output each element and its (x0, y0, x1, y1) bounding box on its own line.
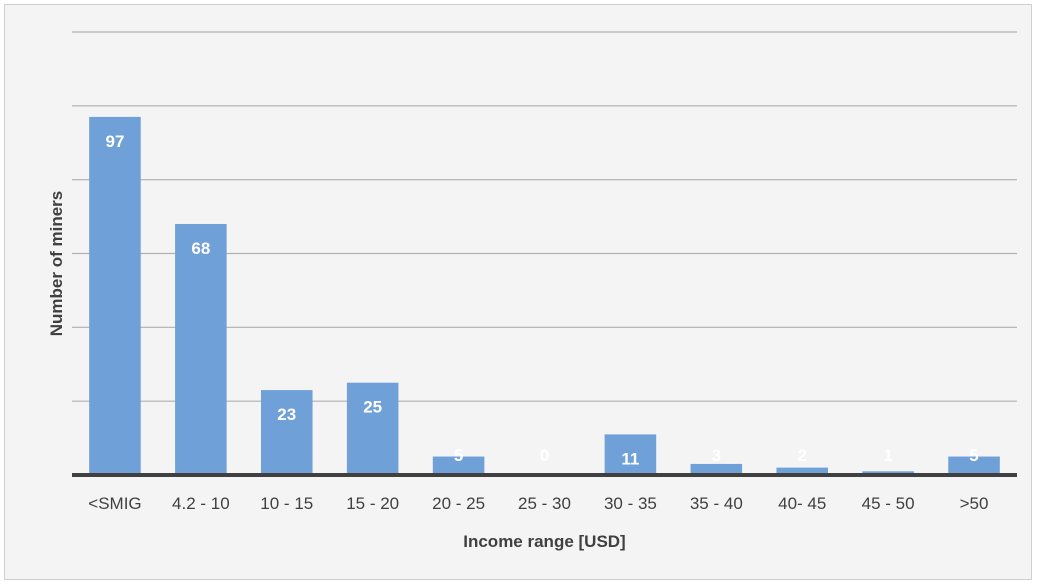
data-label: 0 (540, 446, 549, 465)
x-tick-label: 10 - 15 (260, 494, 313, 513)
x-tick-label: 45 - 50 (862, 494, 915, 513)
gridlines (72, 31, 1017, 402)
bar (175, 223, 227, 475)
x-tick-label: >50 (960, 494, 989, 513)
data-label: 11 (621, 449, 639, 468)
data-label: 5 (454, 446, 463, 465)
x-tick-label: 30 - 35 (604, 494, 657, 513)
x-axis-title: Income range [USD] (463, 532, 625, 551)
data-label: 25 (363, 398, 382, 417)
x-tick-label: <SMIG (88, 494, 141, 513)
bar (346, 382, 399, 475)
bar (690, 463, 743, 475)
x-tick-label: 20 - 25 (432, 494, 485, 513)
data-label: 23 (277, 405, 296, 424)
bar (89, 116, 141, 476)
data-label: 1 (883, 446, 892, 465)
bar (261, 390, 313, 475)
bar (948, 456, 1000, 475)
bar (604, 434, 657, 475)
data-labels: 97 68 23 25 5 0 11 3 2 1 5 (105, 132, 978, 468)
data-label: 3 (712, 446, 721, 465)
data-label: 5 (969, 446, 978, 465)
bar (776, 467, 828, 475)
bar (432, 456, 485, 475)
data-label: 97 (105, 132, 124, 151)
x-tick-label: 25 - 30 (518, 494, 571, 513)
x-tick-label: 15 - 20 (346, 494, 399, 513)
x-tick-label: 35 - 40 (690, 494, 743, 513)
x-tick-label: 40- 45 (778, 494, 826, 513)
x-tick-labels: <SMIG 4.2 - 10 10 - 15 15 - 20 20 - 25 25 - 3… (88, 494, 988, 513)
x-tick-label: 4.2 - 10 (172, 494, 230, 513)
data-label: 68 (191, 239, 210, 258)
bars (89, 116, 1000, 476)
y-axis-title: Number of miners (47, 191, 66, 336)
data-label: 2 (797, 446, 806, 465)
